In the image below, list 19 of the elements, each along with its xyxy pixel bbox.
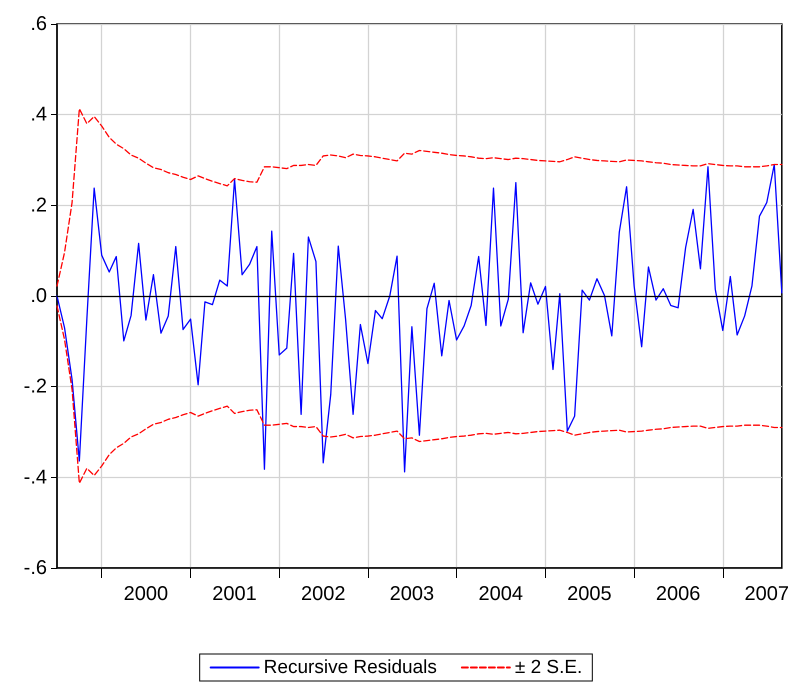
y-tick-label: -.2 [24, 376, 47, 398]
x-tick-label: 2006 [656, 583, 700, 605]
y-tick-label: -.6 [24, 557, 47, 579]
y-tick-label: -.4 [24, 466, 47, 488]
line-series [56, 305, 782, 484]
x-tick-label: 2007 [744, 583, 790, 605]
y-tick-label: .6 [30, 13, 47, 35]
x-tick-label: 2004 [478, 583, 524, 605]
legend-label: Recursive Residuals [264, 657, 437, 678]
y-tick-label: .0 [30, 285, 47, 307]
x-tick-label: 2005 [567, 583, 612, 605]
line-series [56, 108, 782, 287]
y-tick-label: .2 [30, 194, 47, 216]
legend-label: ± 2 S.E. [514, 657, 582, 678]
y-tick-label: .4 [30, 104, 47, 126]
x-tick-label: 2001 [212, 583, 257, 605]
x-tick-label: 2003 [390, 583, 434, 605]
x-tick-label: 2000 [124, 583, 168, 605]
x-tick-label: 2002 [300, 583, 346, 605]
